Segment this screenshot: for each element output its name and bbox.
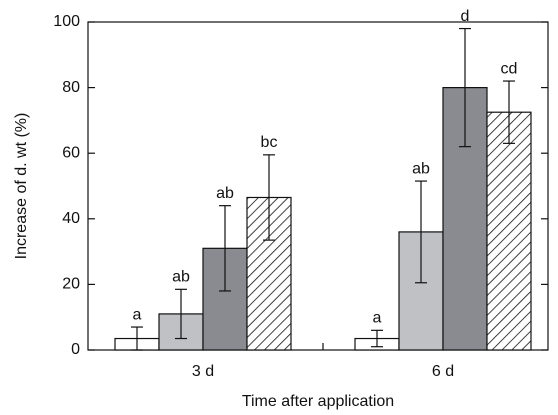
x-tick-label: 3 d bbox=[192, 363, 214, 380]
significance-label: bc bbox=[261, 134, 278, 151]
significance-label: d bbox=[461, 8, 470, 25]
y-tick-label: 40 bbox=[62, 210, 80, 227]
y-tick-label: 100 bbox=[53, 13, 80, 30]
x-tick-label: 6 d bbox=[432, 363, 454, 380]
plot-frame bbox=[87, 21, 549, 351]
y-axis-label: Increase of d. wt (%) bbox=[13, 113, 30, 260]
y-tick-label: 0 bbox=[71, 341, 80, 358]
y-tick-label: 80 bbox=[62, 79, 80, 96]
significance-label: a bbox=[373, 310, 382, 327]
y-tick-label: 60 bbox=[62, 144, 80, 161]
x-axis-label: Time after application bbox=[242, 393, 394, 410]
significance-label: ab bbox=[216, 185, 234, 202]
significance-label: ab bbox=[172, 269, 190, 286]
significance-label: ab bbox=[412, 160, 430, 177]
significance-label: a bbox=[133, 306, 142, 323]
significance-label: cd bbox=[501, 60, 518, 77]
bar bbox=[486, 111, 532, 351]
y-tick-label: 20 bbox=[62, 276, 80, 293]
